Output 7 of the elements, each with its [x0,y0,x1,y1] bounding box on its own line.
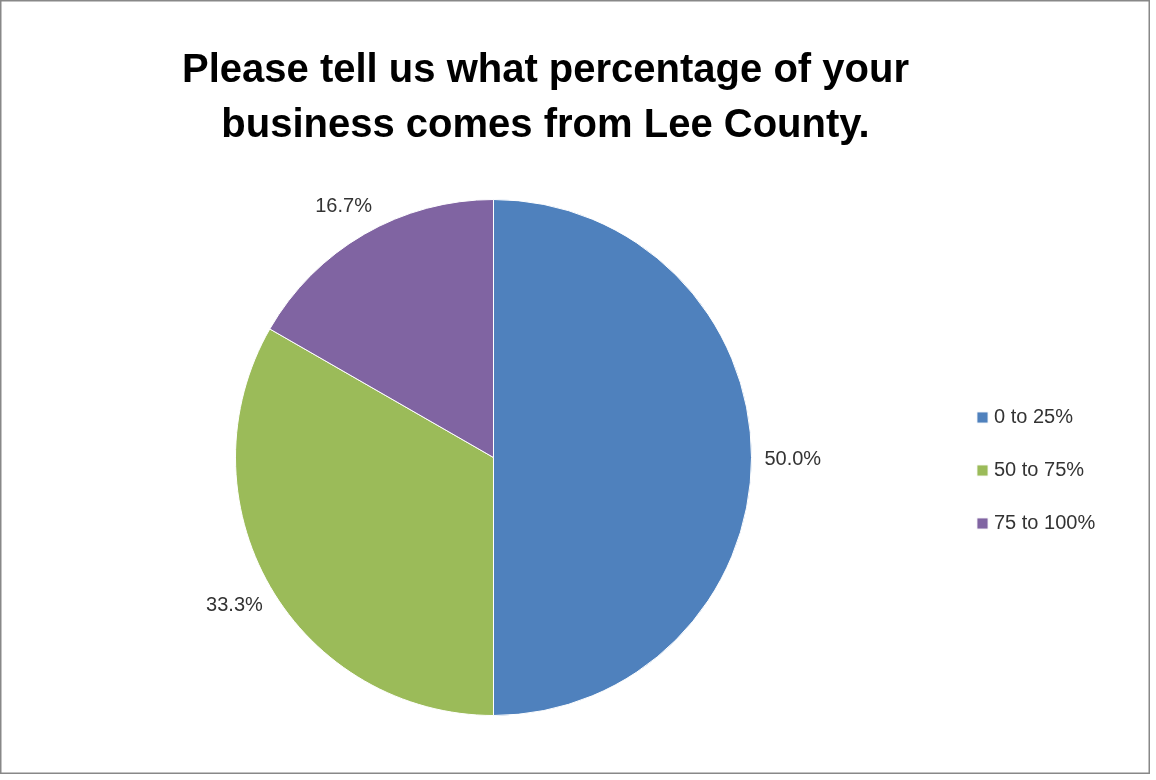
data-label: 33.3% [206,592,264,615]
data-label: 16.7% [315,194,373,217]
chart-title: Please tell us what percentage of your business comes from Lee County. [182,46,909,145]
legend-label: 50 to 75% [994,458,1085,481]
data-label: 50.0% [764,446,822,469]
legend-label: 0 to 25% [994,405,1073,428]
legend-label: 75 to 100% [994,511,1096,534]
